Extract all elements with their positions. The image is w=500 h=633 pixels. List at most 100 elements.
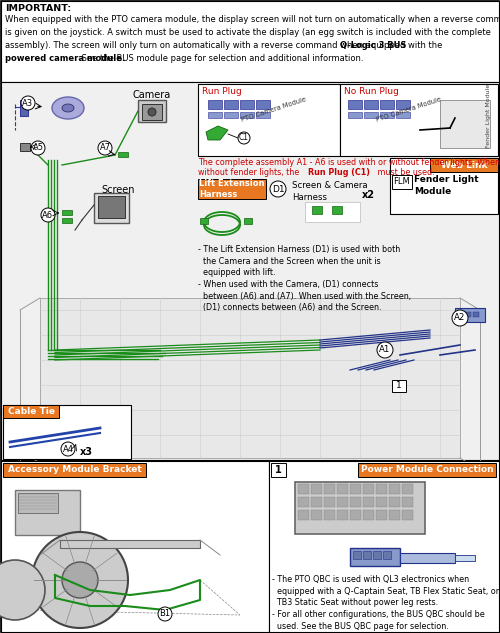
Text: Power Module Connection: Power Module Connection bbox=[360, 465, 494, 475]
Bar bbox=[383, 551, 391, 559]
Text: Web Link: Web Link bbox=[441, 161, 487, 170]
Circle shape bbox=[32, 532, 128, 628]
Bar bbox=[3, 463, 146, 477]
Bar bbox=[1, 1, 499, 82]
Bar bbox=[271, 463, 286, 477]
Bar bbox=[118, 152, 128, 157]
Text: x2: x2 bbox=[362, 190, 375, 200]
Bar bbox=[337, 484, 348, 494]
Circle shape bbox=[158, 607, 172, 621]
Bar bbox=[364, 112, 378, 118]
Bar bbox=[402, 497, 413, 507]
Bar bbox=[340, 84, 498, 156]
Bar bbox=[350, 484, 361, 494]
Circle shape bbox=[62, 562, 98, 598]
Bar bbox=[62, 210, 72, 215]
Text: Camera: Camera bbox=[133, 90, 171, 100]
Circle shape bbox=[31, 141, 45, 155]
Text: Fender Light
Module: Fender Light Module bbox=[414, 175, 478, 196]
Bar bbox=[298, 510, 309, 520]
Bar bbox=[380, 100, 394, 109]
Bar bbox=[353, 551, 361, 559]
Circle shape bbox=[148, 108, 156, 116]
Circle shape bbox=[98, 141, 112, 155]
Text: C1: C1 bbox=[239, 134, 249, 142]
Text: 1: 1 bbox=[396, 382, 402, 391]
Bar bbox=[337, 510, 348, 520]
Text: x3: x3 bbox=[80, 447, 93, 457]
Text: Accessory Module Bracket: Accessory Module Bracket bbox=[8, 465, 141, 475]
Bar bbox=[350, 497, 361, 507]
Ellipse shape bbox=[62, 104, 74, 112]
Bar bbox=[208, 100, 222, 109]
Bar bbox=[20, 100, 28, 116]
Bar bbox=[440, 100, 490, 148]
Text: Screen: Screen bbox=[101, 185, 135, 195]
Bar bbox=[224, 100, 238, 109]
Bar bbox=[389, 484, 400, 494]
Bar bbox=[324, 497, 335, 507]
Bar bbox=[373, 551, 381, 559]
Bar bbox=[430, 158, 498, 172]
Text: is given on the joystick. A switch must be used to activate the display (an egg : is given on the joystick. A switch must … bbox=[5, 28, 491, 37]
Bar bbox=[62, 218, 72, 223]
Text: See the BUS module page for selection and additional information.: See the BUS module page for selection an… bbox=[78, 54, 363, 63]
Bar bbox=[298, 484, 309, 494]
Text: Cable Tie: Cable Tie bbox=[8, 407, 54, 416]
Bar bbox=[348, 100, 362, 109]
Text: - The PTO QBC is used with QL3 electronics when
  equipped with a Q-Captain Seat: - The PTO QBC is used with QL3 electroni… bbox=[272, 575, 499, 630]
Bar bbox=[363, 497, 374, 507]
Bar bbox=[390, 158, 498, 214]
Bar bbox=[138, 100, 166, 122]
Bar bbox=[3, 405, 59, 418]
Bar bbox=[305, 202, 360, 222]
Bar bbox=[60, 540, 200, 548]
Bar bbox=[256, 112, 270, 118]
Polygon shape bbox=[206, 126, 228, 140]
Text: A7: A7 bbox=[100, 144, 110, 153]
Text: Screen & Camera
Harness: Screen & Camera Harness bbox=[292, 181, 368, 202]
Text: IMPORTANT:: IMPORTANT: bbox=[5, 4, 71, 13]
Text: assembly). The screen will only turn on automatically with a reverse command whe: assembly). The screen will only turn on … bbox=[5, 41, 445, 50]
Circle shape bbox=[377, 342, 393, 358]
Text: No Run Plug: No Run Plug bbox=[344, 87, 399, 96]
Circle shape bbox=[452, 310, 468, 326]
Circle shape bbox=[21, 96, 35, 110]
Bar bbox=[298, 497, 309, 507]
Bar bbox=[142, 104, 162, 120]
Bar bbox=[40, 298, 460, 458]
Bar bbox=[358, 463, 496, 477]
Bar bbox=[402, 484, 413, 494]
Bar bbox=[312, 206, 322, 214]
Text: without fender lights, the: without fender lights, the bbox=[198, 168, 302, 177]
Bar bbox=[94, 193, 129, 223]
Bar bbox=[457, 312, 463, 317]
Bar bbox=[1, 82, 499, 460]
Text: Fender Light Module: Fender Light Module bbox=[486, 84, 491, 148]
Ellipse shape bbox=[52, 97, 84, 119]
Bar bbox=[389, 510, 400, 520]
Bar bbox=[98, 196, 125, 218]
Bar bbox=[20, 143, 30, 151]
Bar bbox=[396, 112, 410, 118]
Bar bbox=[332, 206, 342, 214]
Text: A4: A4 bbox=[62, 444, 74, 453]
Text: B1: B1 bbox=[160, 610, 170, 618]
Bar bbox=[198, 84, 340, 156]
Text: Lift Extension
Harness: Lift Extension Harness bbox=[199, 179, 265, 199]
Bar bbox=[350, 510, 361, 520]
Bar bbox=[376, 510, 387, 520]
Bar bbox=[15, 490, 80, 535]
Bar bbox=[200, 218, 208, 224]
Text: A1: A1 bbox=[380, 346, 390, 354]
Bar bbox=[311, 510, 322, 520]
Bar bbox=[455, 555, 475, 561]
Bar bbox=[244, 218, 252, 224]
Circle shape bbox=[238, 132, 250, 144]
Bar bbox=[240, 100, 254, 109]
Bar bbox=[376, 484, 387, 494]
Bar bbox=[348, 112, 362, 118]
Bar bbox=[3, 405, 131, 459]
Circle shape bbox=[0, 560, 45, 620]
Text: must be used.: must be used. bbox=[375, 168, 434, 177]
